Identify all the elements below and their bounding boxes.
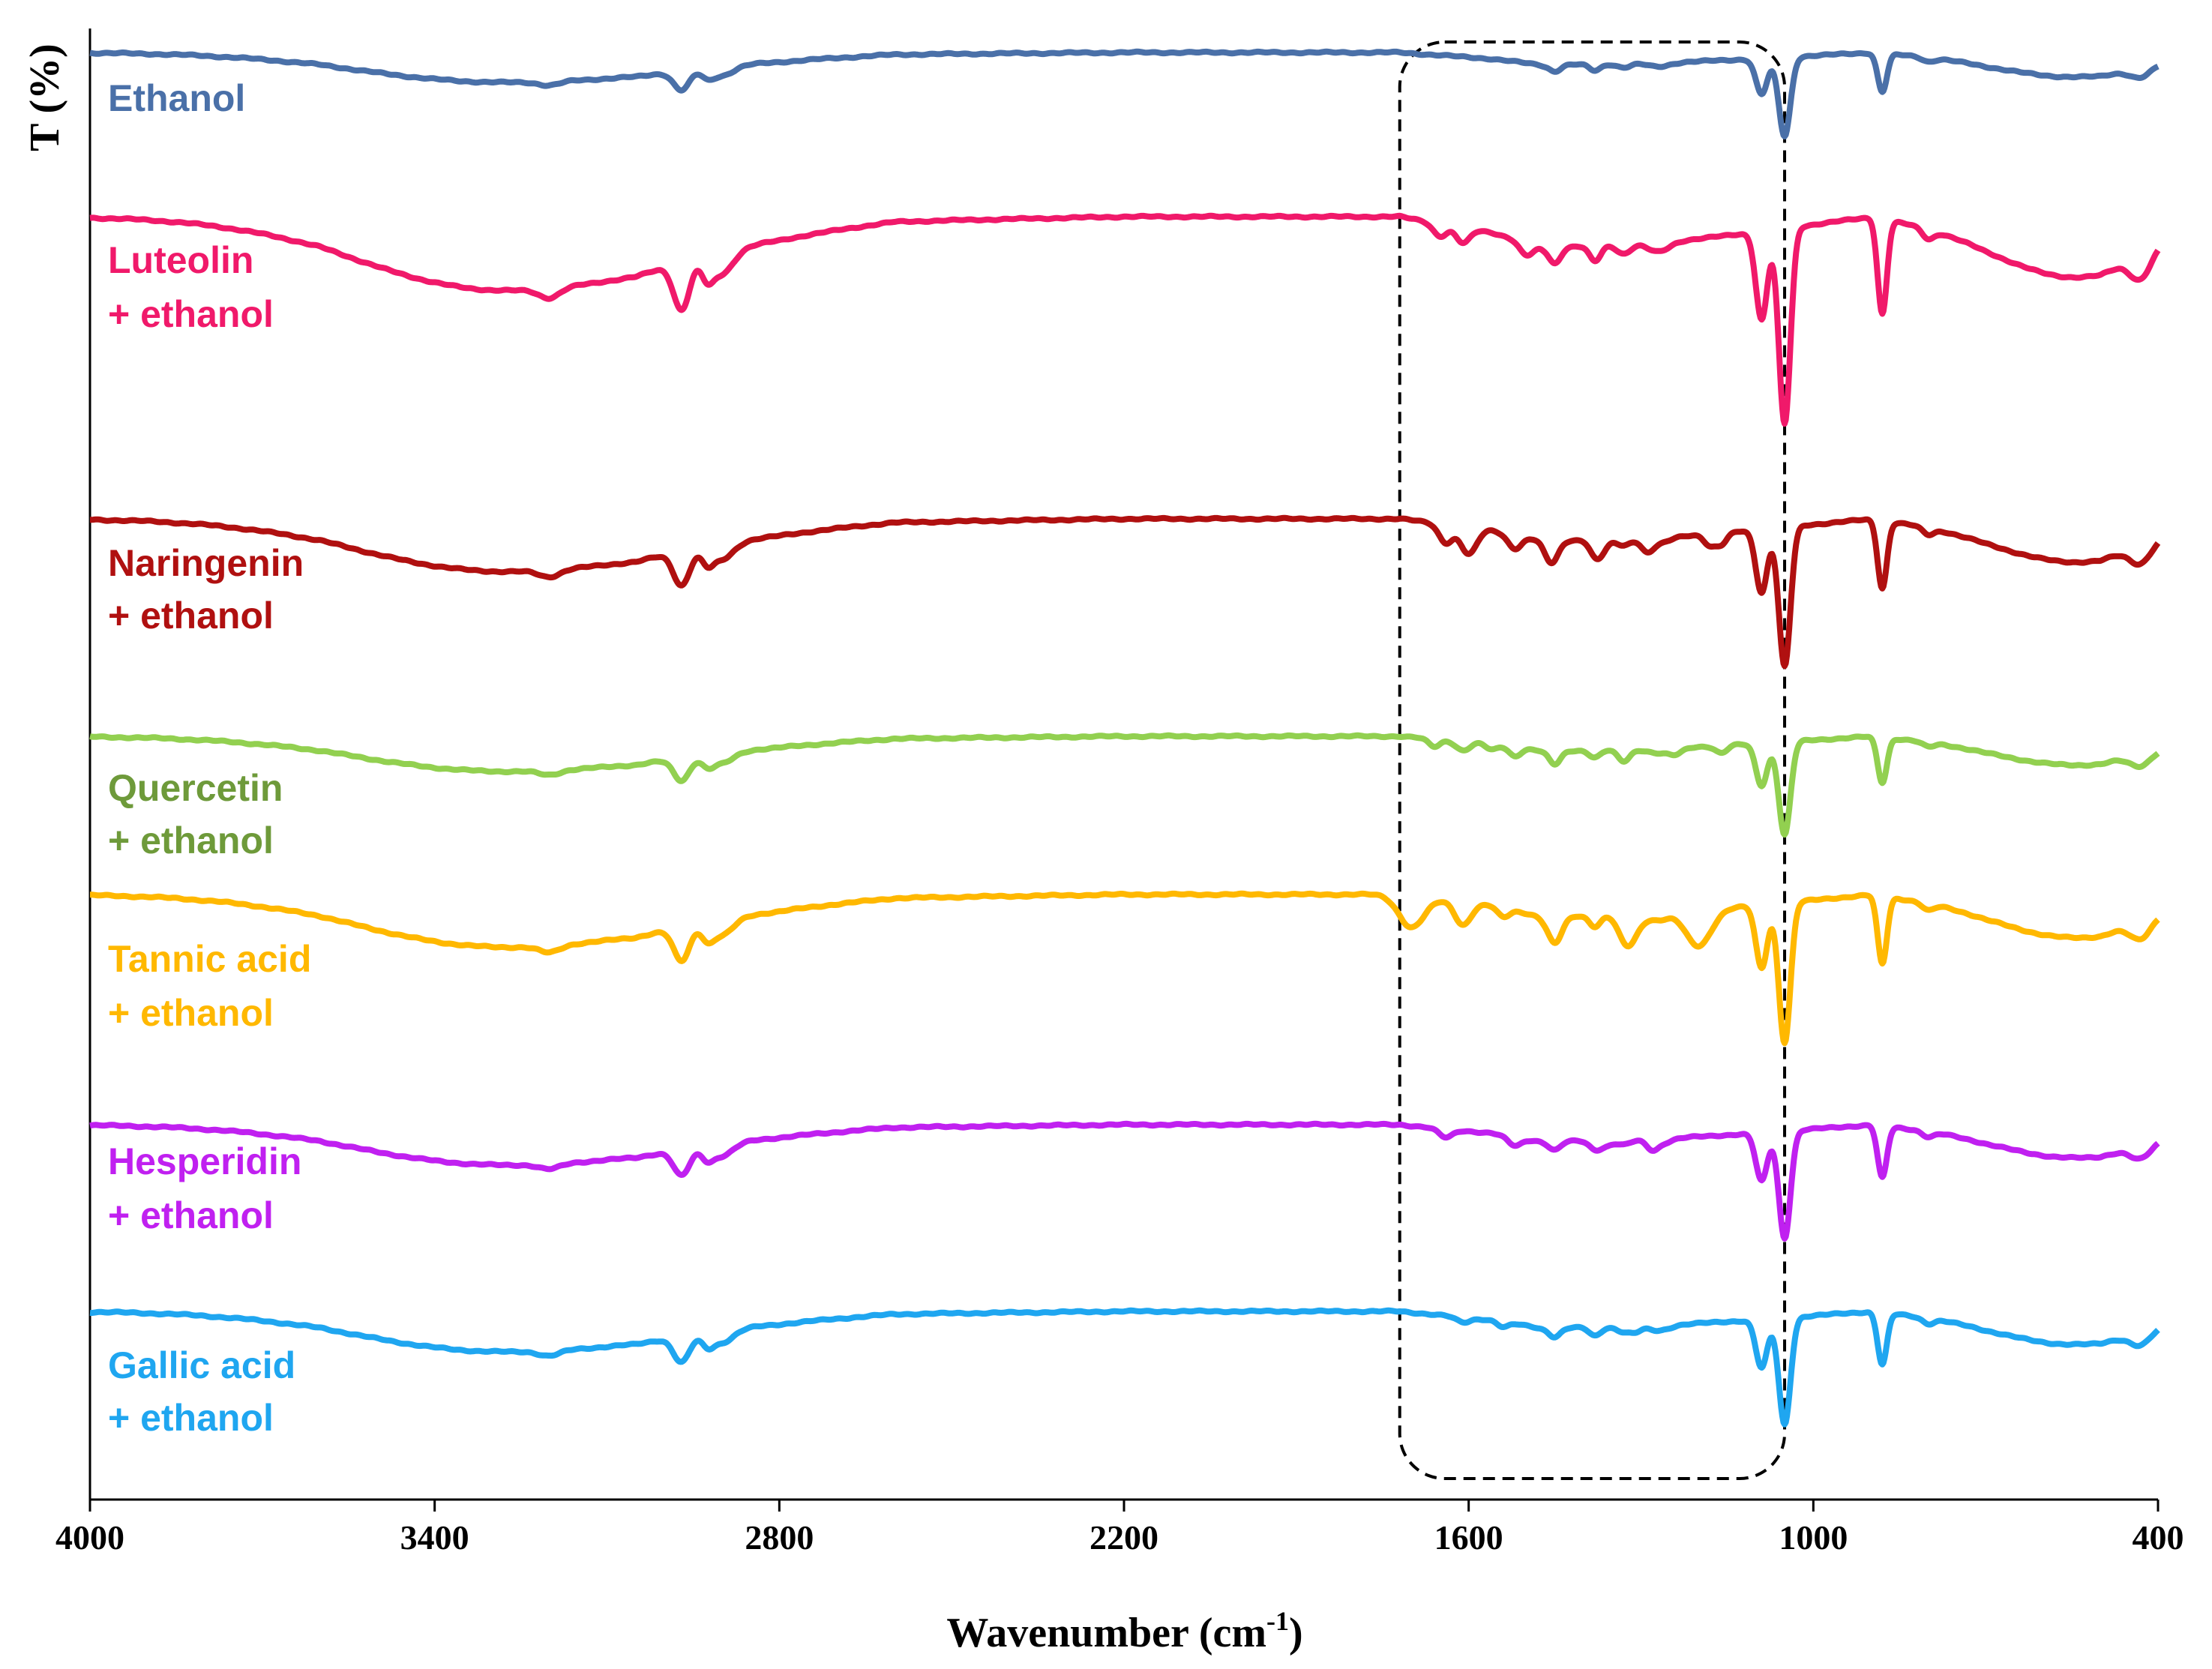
series-label-3-line-1: + ethanol <box>108 820 274 861</box>
series-label-4-line-1: + ethanol <box>108 992 274 1034</box>
x-tick-label-400: 400 <box>2133 1518 2184 1557</box>
series-line-2 <box>88 514 2161 670</box>
series-line-3 <box>88 732 2160 838</box>
x-tick-label-1000: 1000 <box>1779 1518 1848 1557</box>
x-ticks: 4000 3400 2800 2200 1600 1000 400 <box>55 1500 2184 1557</box>
series-label-3-line-0: Quercetin <box>108 767 283 809</box>
series-line-4 <box>88 890 2160 1047</box>
series-labels: Ethanol Luteolin + ethanol Naringenin + etha… <box>108 77 311 1439</box>
x-tick-label-3400: 3400 <box>400 1518 469 1557</box>
series-label-6-line-0: Gallic acid <box>108 1344 295 1386</box>
y-axis-title: T (%) <box>22 43 68 151</box>
x-axis-title: Wavenumber (cm-1) <box>946 1606 1302 1656</box>
x-tick-label-4000: 4000 <box>55 1518 124 1557</box>
x-tick-label-2800: 2800 <box>745 1518 814 1557</box>
series-line-5 <box>88 1120 2160 1242</box>
x-tick-label-1600: 1600 <box>1434 1518 1503 1557</box>
highlight-region <box>1398 40 1787 1480</box>
x-axis-title-close: ) <box>1289 1610 1303 1656</box>
highlight-dashed-box <box>1398 40 1787 1480</box>
series-label-0-line-0: Ethanol <box>108 77 245 119</box>
x-tick-label-2200: 2200 <box>1090 1518 1158 1557</box>
x-axis-title-superscript: -1 <box>1266 1606 1289 1636</box>
series-label-5-line-1: + ethanol <box>108 1194 274 1236</box>
series-line-0 <box>88 48 2160 139</box>
series-group <box>88 48 2161 1428</box>
series-label-1-line-1: + ethanol <box>108 293 274 335</box>
x-axis-title-main: Wavenumber (cm <box>946 1610 1266 1656</box>
series-line-1 <box>88 212 2161 427</box>
series-label-4-line-0: Tannic acid <box>108 938 311 980</box>
series-label-5-line-0: Hesperidin <box>108 1140 301 1182</box>
series-label-2-line-0: Naringenin <box>108 542 304 584</box>
series-label-2-line-1: + ethanol <box>108 595 274 637</box>
series-label-1-line-0: Luteolin <box>108 239 253 281</box>
series-label-6-line-1: + ethanol <box>108 1397 274 1439</box>
series-line-6 <box>88 1307 2160 1428</box>
